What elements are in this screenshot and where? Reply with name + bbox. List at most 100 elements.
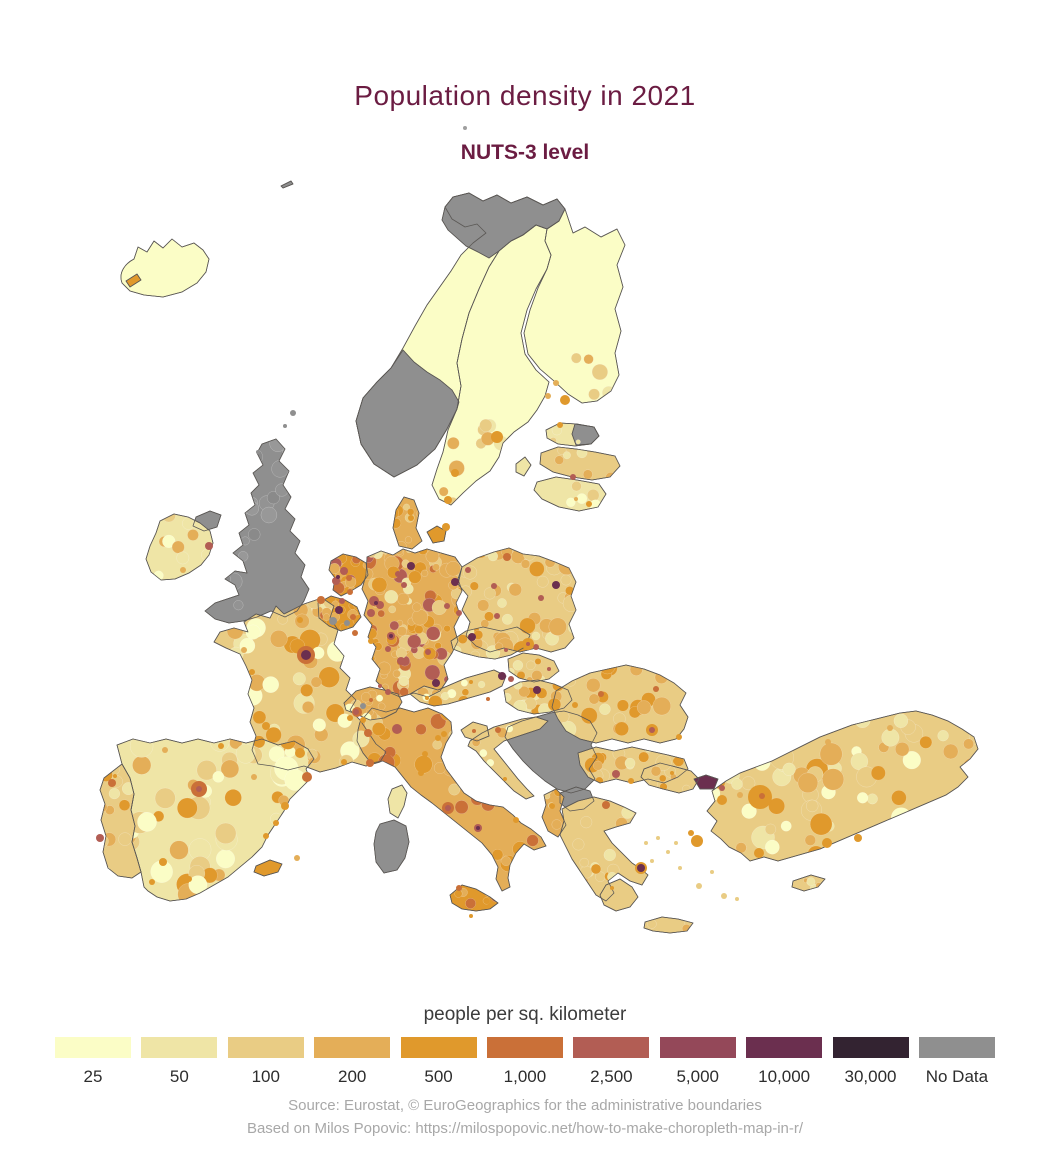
nuts3-blob xyxy=(742,724,764,745)
border-uk xyxy=(204,438,310,624)
nuts3-blob xyxy=(805,799,819,813)
nuts3-blob xyxy=(265,887,281,901)
nuts3-blob xyxy=(251,882,267,898)
nuts3-blob xyxy=(269,629,288,648)
nuts3-blob xyxy=(797,772,819,794)
nuts3-blob xyxy=(643,879,648,888)
city-dot-szczecin xyxy=(465,567,471,573)
nuts3-blob xyxy=(447,436,460,450)
border-slovenia xyxy=(460,721,490,742)
nuts3-blob xyxy=(433,852,449,868)
nuts3-blob xyxy=(599,665,616,675)
city-dot-riga xyxy=(570,474,576,480)
nuts3-blob xyxy=(414,624,424,635)
border-croatia xyxy=(467,716,549,800)
nuts3-blob xyxy=(480,619,490,629)
nuts3-blob xyxy=(551,819,562,830)
nuts3-blob xyxy=(465,841,477,853)
nuts3-blob xyxy=(161,514,176,523)
city-dot-marseille xyxy=(366,759,374,767)
city-dot-florence xyxy=(418,770,424,776)
city-dot-tallinn xyxy=(557,422,563,428)
legend-swatch xyxy=(832,1037,909,1058)
border-norway-south xyxy=(355,349,460,478)
nuts3-blob xyxy=(526,834,539,847)
nuts3-blob xyxy=(129,739,154,758)
legend-swatch xyxy=(314,1037,391,1058)
nuts3-blob xyxy=(223,686,235,698)
city-dot-valencia xyxy=(281,802,289,810)
city-dot-basel xyxy=(378,684,382,688)
city-dot-hannover xyxy=(401,582,407,588)
city-dot-cluj xyxy=(598,691,604,697)
nuts3-blob xyxy=(499,787,515,803)
border-albania xyxy=(541,788,567,838)
legend-swatch xyxy=(746,1037,823,1058)
city-dot-gaziantep xyxy=(854,834,862,842)
nuts3-blob xyxy=(501,856,512,867)
nuts3-blob xyxy=(582,469,593,480)
nuts3-blob xyxy=(491,784,507,801)
nuts3-blob xyxy=(246,895,258,901)
nuts3-blob xyxy=(352,596,361,607)
city-dot-thessaloniki xyxy=(602,801,610,809)
nuts3-blob xyxy=(819,742,843,766)
nuts3-blob xyxy=(267,885,288,901)
nuts3-blob xyxy=(326,640,349,662)
nuts3-blob xyxy=(392,669,401,678)
nuts3-blob xyxy=(445,561,461,577)
caption-line-2: Based on Milos Popovic: https://milospop… xyxy=(246,1119,804,1137)
legend-label: 10,000 xyxy=(758,1067,811,1086)
legend-item-500: 500 xyxy=(400,1037,477,1087)
legend-item-1-000: 1,000 xyxy=(486,1037,563,1087)
nuts3-blob xyxy=(572,838,585,851)
nuts3-blob xyxy=(230,536,239,545)
city-dot-aegean-2 xyxy=(666,850,670,854)
nuts3-blob xyxy=(512,660,524,671)
nuts3-blob xyxy=(654,670,669,685)
legend-label: 30,000 xyxy=(844,1067,897,1086)
nuts3-blob xyxy=(154,787,176,809)
legend-swatch xyxy=(141,1037,218,1058)
city-dot-map-speck xyxy=(463,126,467,130)
border-sardinia xyxy=(373,819,410,874)
city-dot-bern xyxy=(369,698,373,702)
nuts3-blob xyxy=(282,877,302,897)
border-slovakia xyxy=(507,652,560,683)
city-dot-genoa xyxy=(383,756,389,762)
border-portugal xyxy=(99,763,142,879)
legend-item-2-500: 2,500 xyxy=(573,1037,650,1087)
legend-row: 25 50 100 200 500 1,000 2,500 5,000 10,000 30,000… xyxy=(55,1037,995,1087)
nuts3-blob xyxy=(580,816,593,829)
legend-swatch xyxy=(227,1037,304,1058)
nuts3-blob xyxy=(961,792,977,809)
city-dot-aegean-3 xyxy=(678,866,682,870)
border-cyprus xyxy=(791,874,826,892)
city-dot-rome-core xyxy=(445,805,451,811)
legend-item-100: 100 xyxy=(227,1037,304,1087)
nuts3-blob xyxy=(731,778,743,790)
city-dot-istanbul-east xyxy=(719,785,725,791)
nuts3-blob xyxy=(931,844,947,859)
city-dot-izmir-2 xyxy=(688,830,694,836)
nuts3-blob xyxy=(448,783,461,796)
nuts3-blob xyxy=(440,691,450,701)
legend-swatch xyxy=(918,1037,995,1058)
nuts3-blob xyxy=(408,570,422,584)
nuts3-blob xyxy=(469,581,479,591)
city-dot-ljubljana xyxy=(472,729,476,733)
nuts3-blob xyxy=(213,486,233,505)
nuts3-blob xyxy=(854,850,875,861)
nuts3-blob xyxy=(395,647,407,659)
nuts3-blob xyxy=(362,669,377,685)
nuts3-blob xyxy=(497,791,506,799)
nuts3-blob xyxy=(292,672,306,686)
nuts3-blob xyxy=(245,624,261,640)
border-denmark-isles xyxy=(426,525,447,544)
border-france xyxy=(213,597,387,773)
city-dot-bremen xyxy=(395,571,401,577)
nuts3-blob xyxy=(484,611,494,622)
city-dot-tampere xyxy=(553,380,559,386)
nuts3-blob xyxy=(590,863,602,875)
nuts3-blob xyxy=(679,665,688,676)
